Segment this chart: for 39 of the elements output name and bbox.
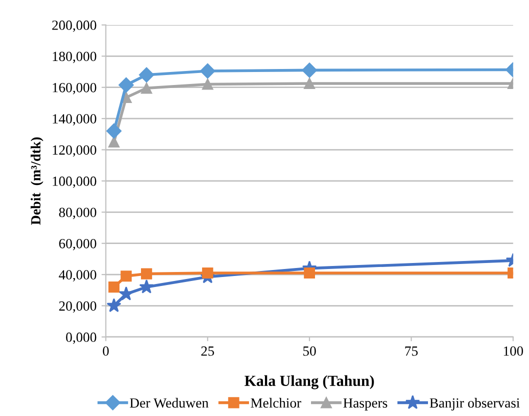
point [118,77,134,93]
point [140,268,152,280]
point [106,298,122,312]
x-tick-label: 25 [201,346,214,356]
x-tick-label: 0 [102,346,109,356]
point [304,267,316,279]
point [108,136,120,148]
point [302,62,318,78]
x-axis-title: Kala Ulang (Tahun) [244,375,374,390]
point [139,279,154,294]
point [108,281,120,293]
legend-label: Banjir observasi [430,398,520,410]
point [106,123,122,139]
x-tick-label: 50 [303,346,316,356]
y-tick-label: 140,000 [52,114,96,126]
point [140,82,152,94]
y-tick-label: 80,000 [59,208,96,220]
legend-label: Melchior [250,398,302,408]
y-axis-title: Debit (m³/dtk) [30,137,44,225]
y-tick-label: 20,000 [59,301,96,313]
y-tick-label: 160,000 [52,82,96,94]
point [200,63,216,79]
point [304,78,316,90]
y-tick-label: 200,000 [52,20,96,32]
x-tick-label: 100 [504,346,524,356]
y-tick-label: 0,000 [66,332,96,344]
y-tick-label: 180,000 [52,52,96,64]
y-tick-label: 40,000 [58,270,96,282]
legend-label: Haspers [343,398,388,410]
point [118,286,134,300]
x-tick-label: 75 [405,346,418,356]
point [202,267,214,279]
point [120,270,132,282]
y-tick-label: 60,000 [59,238,96,250]
point [202,78,214,90]
legend-label: Der Weduwen [130,398,208,408]
point [138,67,154,82]
y-tick-label: 100,000 [52,176,96,188]
y-tick-label: 120,000 [52,145,96,157]
